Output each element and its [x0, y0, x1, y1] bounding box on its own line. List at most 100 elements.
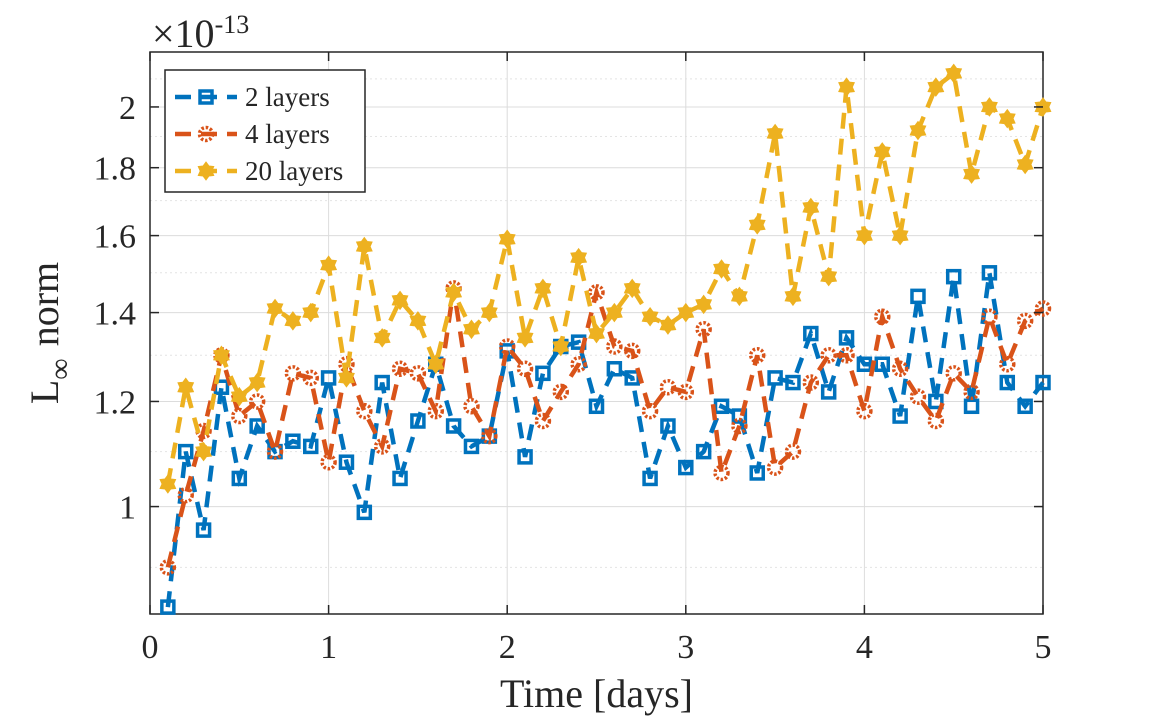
x-tick-label: 5	[1035, 629, 1052, 666]
data-point	[606, 338, 623, 355]
data-point	[678, 459, 694, 476]
data-point	[838, 330, 855, 346]
x-tick-label: 1	[320, 629, 337, 666]
data-point	[498, 229, 516, 249]
data-point	[285, 433, 301, 449]
data-point	[855, 225, 873, 246]
data-point	[1016, 154, 1034, 175]
data-point	[730, 286, 748, 307]
data-point	[660, 418, 676, 434]
data-point	[427, 402, 445, 420]
data-point	[963, 383, 980, 401]
data-point	[767, 370, 783, 386]
data-point	[641, 306, 659, 327]
legend-label: 2 layers	[245, 82, 330, 112]
data-point	[230, 386, 248, 407]
data-point	[695, 443, 712, 460]
data-point	[981, 308, 998, 325]
data-point	[856, 356, 873, 373]
y-tick-label: 1.6	[94, 219, 137, 256]
data-point	[410, 413, 426, 429]
data-point	[231, 470, 248, 487]
data-point	[463, 319, 480, 340]
data-point	[980, 97, 998, 117]
data-point	[766, 123, 784, 144]
data-point	[677, 302, 695, 323]
data-point	[248, 372, 266, 393]
legend: 2 layers 4 layers 20 layers	[164, 69, 366, 193]
y-tick-label: 2	[119, 90, 136, 127]
data-point	[534, 412, 552, 430]
y-tick-label: 1.4	[94, 296, 137, 333]
data-point	[534, 278, 552, 299]
data-point	[695, 294, 713, 315]
data-point	[873, 142, 891, 162]
data-point	[1017, 398, 1033, 415]
data-point	[516, 328, 534, 348]
legend-marker	[197, 161, 215, 181]
data-point	[963, 398, 980, 415]
series-line	[165, 272, 1045, 608]
y-axis-label-subscript: ∞	[44, 358, 77, 379]
data-point	[517, 449, 533, 465]
y-axis-label-main: L	[22, 380, 67, 404]
data-point	[480, 302, 498, 323]
data-point	[392, 470, 408, 487]
data-point	[302, 438, 319, 455]
data-point	[552, 336, 570, 357]
data-point	[570, 247, 588, 268]
data-point	[909, 120, 927, 141]
y-axis-label-rest: norm	[22, 262, 67, 346]
data-point	[623, 278, 641, 299]
data-point	[998, 108, 1016, 129]
data-point	[195, 441, 213, 462]
data-point	[177, 486, 194, 504]
y-tick-label: 1	[119, 490, 136, 527]
series-3	[159, 63, 1052, 494]
data-point	[927, 412, 945, 430]
data-point	[784, 443, 802, 460]
data-point	[605, 302, 623, 323]
data-point	[999, 356, 1016, 373]
data-point	[785, 374, 801, 391]
y-tick-label: 1.8	[94, 151, 137, 188]
data-point	[516, 360, 534, 378]
data-point	[820, 266, 838, 287]
data-point	[659, 315, 677, 335]
data-point	[713, 259, 730, 279]
data-point	[945, 268, 962, 285]
data-point	[195, 422, 212, 440]
data-point	[910, 288, 926, 305]
data-point	[160, 599, 176, 615]
data-point	[373, 438, 391, 455]
data-point	[445, 418, 462, 434]
data-point	[338, 368, 355, 388]
data-point	[284, 311, 302, 331]
exponent-power: -13	[215, 10, 250, 39]
data-point	[856, 402, 873, 420]
data-point	[891, 225, 909, 246]
data-point	[891, 360, 909, 378]
legend-label: 20 layers	[245, 156, 343, 186]
axis-exponent-label: ×10-13	[152, 10, 249, 56]
data-point	[820, 384, 837, 400]
data-point	[748, 347, 766, 364]
data-point	[552, 383, 570, 401]
data-point	[445, 282, 463, 303]
data-point	[159, 559, 177, 576]
x-tick-label: 0	[142, 629, 159, 666]
x-tick-label: 2	[499, 629, 516, 666]
data-point	[427, 354, 445, 375]
data-point	[892, 408, 908, 424]
data-point	[266, 443, 284, 460]
data-point	[409, 365, 427, 382]
x-tick-label: 3	[677, 629, 694, 666]
data-point	[588, 284, 605, 301]
data-point	[391, 290, 409, 311]
series-layer	[159, 63, 1052, 615]
data-point	[927, 77, 945, 97]
data-point	[463, 438, 480, 455]
legend-item: 2 layers	[175, 82, 330, 112]
x-axis-label: Time [days]	[500, 671, 693, 716]
